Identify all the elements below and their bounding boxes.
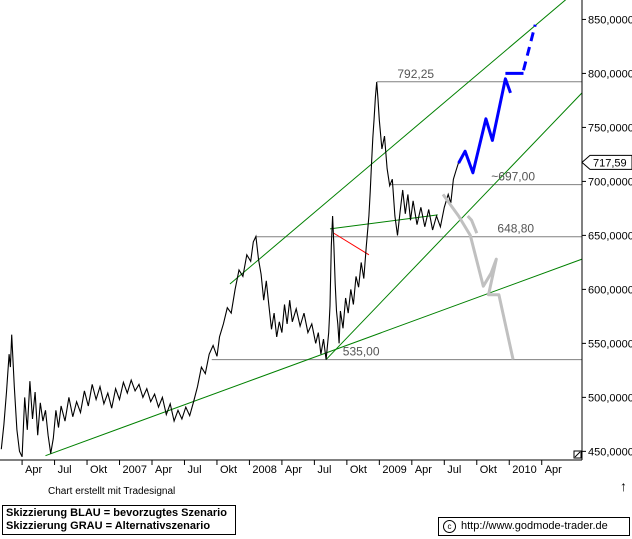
plot-area-frame [0,0,582,460]
scale-resize-handle[interactable] [573,450,582,459]
website-url[interactable]: http://www.godmode-trader.de [461,520,608,532]
x-tick-label-10: Okt [350,464,367,476]
price-marker-label: 717,59 [593,157,627,169]
x-axis-ticks: Apr Jul Okt 2007 Apr Jul Okt 2008 Apr Jul Okt 2009 A… [21,460,562,476]
level-labels: 792,25 ~697,00 648,80 535,00 [343,67,536,359]
x-tick-label-11: 2009 [382,464,406,476]
long-trendline [45,258,583,457]
scenario-legend: Skizzierung BLAU = bevorzugtes Szenario … [2,505,236,535]
website-box[interactable]: c http://www.godmode-trader.de [438,517,630,536]
y-tick-label-2: 750,0000 [588,122,632,134]
legend-grey-text: Skizzierung GRAU = Alternativszenario [6,520,211,532]
red-resistance-line [333,232,370,256]
x-tick-label-2: Okt [90,464,107,476]
x-tick-label-1: Jul [58,464,72,476]
x-tick-label-3: 2007 [123,464,147,476]
copyright-icon: c [443,519,456,533]
x-tick-label-8: Apr [285,464,302,476]
blue-scenario-line [457,77,512,175]
x-tick-label-0: Apr [25,464,42,476]
y-tick-label-4: 650,0000 [588,230,632,242]
lower-channel-line [325,92,583,360]
x-tick-label-6: Okt [220,464,237,476]
x-tick-label-9: Jul [317,464,331,476]
x-tick-label-12: Apr [415,464,432,476]
current-price-marker: 717,59 [581,154,632,170]
y-axis-ticks: 850,0000 800,0000 750,0000 700,0000 650,0000… [582,14,632,458]
blue-dashed-line [522,24,537,71]
x-tick-label-4: Apr [155,464,172,476]
x-tick-label-13: Jul [447,464,461,476]
short-trendline [329,214,438,230]
x-tick-label-14: Okt [480,464,497,476]
y-tick-label-3: 700,0000 [588,176,632,188]
level-label-1: ~697,00 [491,170,535,184]
scroll-up-arrow-icon[interactable]: ↑ [620,478,627,494]
price-series [0,82,460,458]
level-lines [211,81,582,361]
grey-scenario-branch [466,214,479,234]
upper-channel-line [229,0,567,285]
y-tick-label-1: 800,0000 [588,68,632,80]
chart-credit: Chart erstellt mit Tradesignal [48,486,176,497]
legend-blue-text: Skizzierung BLAU = bevorzugtes Szenario [6,507,227,519]
x-tick-label-16: Apr [545,464,562,476]
y-tick-label-5: 600,0000 [588,284,632,296]
trend-lines [45,0,583,457]
level-label-2: 648,80 [497,222,534,236]
price-line [0,82,460,458]
price-marker-box [581,154,632,170]
scenario-sketches [441,24,537,360]
y-tick-label-7: 500,0000 [588,392,632,404]
x-tick-label-15: 2010 [512,464,536,476]
y-tick-label-8: 450,0000 [588,446,632,458]
y-tick-label-6: 550,0000 [588,338,632,350]
x-tick-label-7: 2008 [252,464,276,476]
level-label-0: 792,25 [397,67,434,81]
level-label-3: 535,00 [343,345,380,359]
x-tick-label-5: Jul [187,464,201,476]
grey-scenario-line [441,193,515,360]
y-tick-label-0: 850,0000 [588,14,632,26]
